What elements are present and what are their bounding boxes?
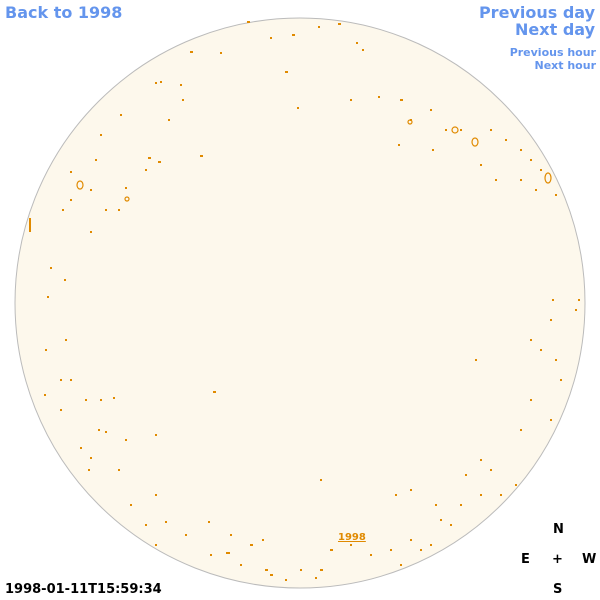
solar-disk: [14, 17, 586, 589]
next-hour-link[interactable]: Next hour: [534, 59, 597, 72]
timestamp: 1998-01-11T15:59:34: [5, 582, 162, 597]
solar-features: [29, 21, 580, 581]
compass-center: +: [552, 552, 563, 567]
previous-day-link[interactable]: Previous day: [478, 3, 595, 22]
compass-north: N: [553, 522, 564, 537]
compass-west: W: [582, 552, 597, 567]
previous-hour-link[interactable]: Previous hour: [509, 46, 596, 59]
compass-east: E: [521, 552, 530, 567]
compass-south: S: [553, 582, 563, 597]
disk-year-link[interactable]: 1998: [338, 532, 366, 543]
next-day-link[interactable]: Next day: [515, 20, 595, 39]
solar-feature-rings: [76, 119, 552, 202]
back-link[interactable]: Back to 1998: [5, 3, 123, 22]
